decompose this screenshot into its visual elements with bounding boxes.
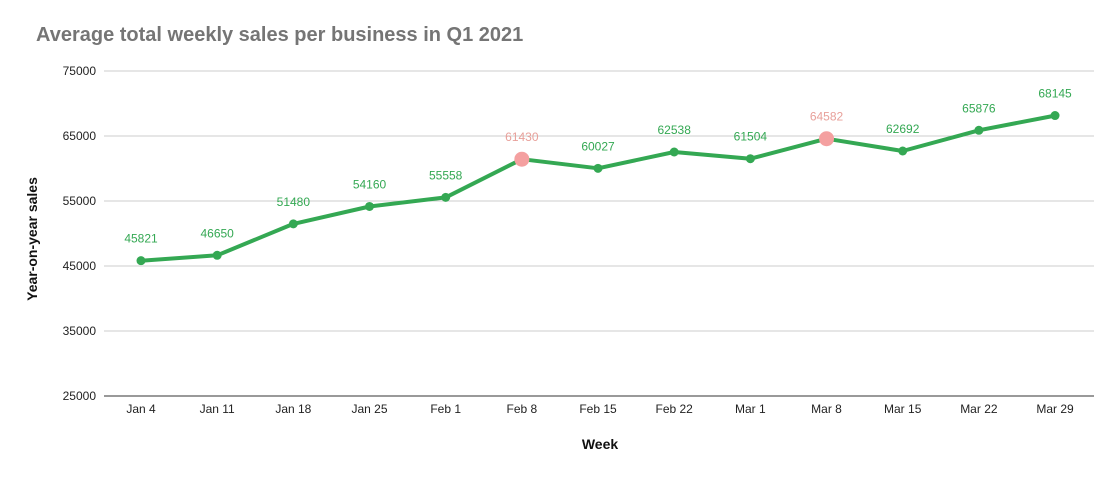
data-point [288, 219, 298, 229]
data-point [745, 154, 755, 164]
data-point [1050, 111, 1060, 121]
x-tick-label: Mar 15 [884, 402, 922, 416]
highlighted-data-point [514, 151, 530, 167]
data-label: 61430 [505, 130, 539, 144]
series-line [139, 113, 1057, 263]
data-point [136, 256, 146, 266]
data-label: 46650 [200, 226, 234, 240]
data-label: 60027 [581, 139, 615, 153]
y-tick-label: 25000 [63, 389, 97, 403]
y-tick-label: 55000 [63, 194, 97, 208]
data-label: 65876 [962, 101, 996, 115]
data-label: 62692 [886, 122, 920, 136]
data-point [669, 147, 679, 157]
data-label: 68145 [1038, 87, 1072, 101]
data-label: 61504 [734, 130, 768, 144]
y-tick-label: 45000 [63, 259, 97, 273]
y-tick-label: 75000 [63, 64, 97, 78]
x-tick-label: Feb 15 [579, 402, 617, 416]
x-tick-label: Mar 8 [811, 402, 842, 416]
data-point [441, 192, 451, 202]
data-label: 51480 [277, 195, 311, 209]
x-tick-label: Feb 1 [430, 402, 461, 416]
y-axis-title: Year-on-year sales [24, 177, 40, 301]
data-point [212, 250, 222, 260]
data-label: 54160 [353, 177, 387, 191]
x-tick-label: Jan 18 [275, 402, 311, 416]
x-tick-label: Mar 22 [960, 402, 998, 416]
x-axis-ticks: Jan 4 Jan 11 Jan 18 Jan 25 Feb 1 Feb 8 Feb 15 F… [126, 402, 1074, 416]
data-point [974, 125, 984, 135]
data-point [593, 163, 603, 173]
data-point [898, 146, 908, 156]
y-tick-label: 65000 [63, 129, 97, 143]
x-tick-label: Mar 29 [1036, 402, 1074, 416]
series-layer [136, 111, 1060, 266]
x-tick-label: Jan 4 [126, 402, 156, 416]
data-label: 62538 [658, 123, 692, 137]
gridlines [104, 70, 1094, 397]
x-tick-label: Jan 25 [351, 402, 387, 416]
data-label: 64582 [810, 110, 844, 124]
data-label: 55558 [429, 168, 463, 182]
x-tick-label: Jan 11 [200, 402, 235, 416]
y-tick-label: 35000 [63, 324, 97, 338]
x-tick-label: Mar 1 [735, 402, 766, 416]
x-axis-title: Week [582, 436, 619, 452]
data-point [365, 201, 375, 211]
x-tick-label: Feb 22 [656, 402, 694, 416]
highlighted-data-point [819, 131, 835, 147]
data-labels: 45821 46650 51480 54160 55558 61430 60027 62538… [124, 87, 1072, 246]
data-label: 45821 [124, 232, 158, 246]
x-tick-label: Feb 8 [507, 402, 538, 416]
y-axis-ticks: 25000 35000 45000 55000 65000 75000 [63, 64, 97, 403]
chart-title: Average total weekly sales per business … [36, 24, 524, 46]
